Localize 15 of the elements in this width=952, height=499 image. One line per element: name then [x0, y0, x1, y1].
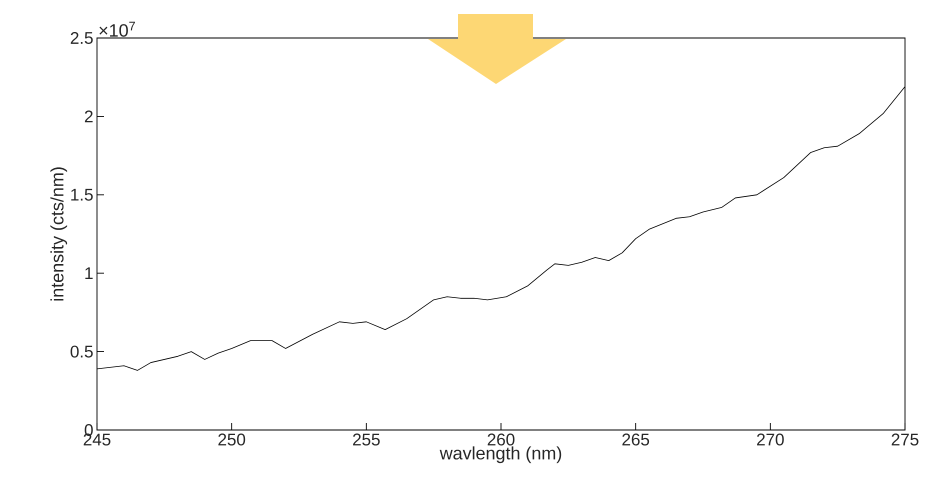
- x-tick-label: 255: [353, 434, 380, 446]
- x-tick-label: 250: [218, 434, 246, 446]
- y-tick-label: 2: [84, 110, 93, 122]
- y-tick-label: 1: [85, 267, 93, 280]
- y-axis-title: intensity (cts/nm): [50, 167, 68, 301]
- y-tick-label: 2.5: [70, 32, 93, 44]
- x-axis-title: wavlength (nm): [440, 446, 562, 464]
- y-tick-label: 0.5: [70, 346, 93, 358]
- x-tick-label: 270: [757, 434, 784, 446]
- y-tick-label: 1.5: [71, 188, 93, 201]
- x-tick-label: 265: [622, 434, 650, 446]
- x-tick-label: 245: [84, 434, 110, 446]
- x-tick-label: 260: [488, 434, 514, 446]
- x-tick-label: 275: [892, 434, 918, 446]
- text: ×10$^{7}$: [99, 22, 135, 37]
